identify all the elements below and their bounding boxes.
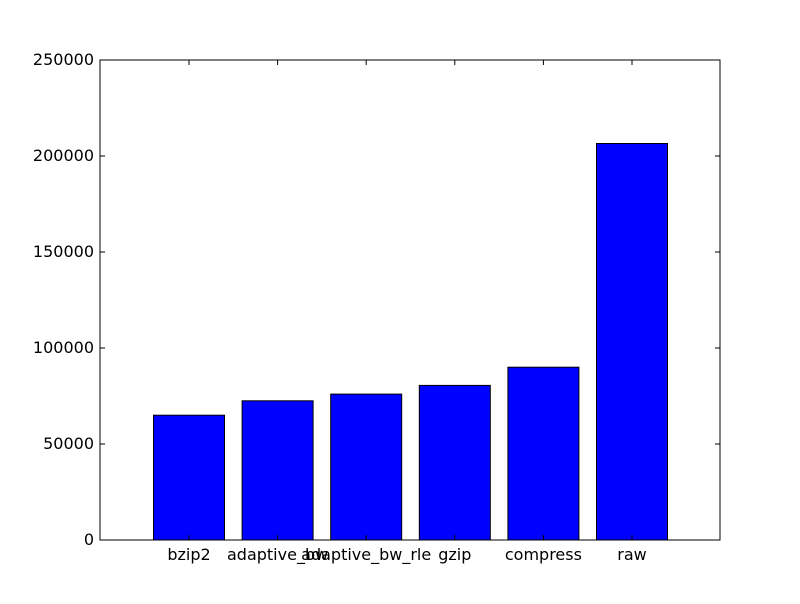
y-tick-label: 100000 <box>33 338 94 357</box>
bar-compress <box>507 366 580 541</box>
y-tick-label: 250000 <box>33 50 94 69</box>
bar-bzip2 <box>153 414 225 541</box>
axes-frame <box>99 59 721 541</box>
bars-group <box>153 143 668 541</box>
y-axis-ticks: 0 50000 100000 150000 200000 250000 <box>33 50 720 549</box>
x-tick-label: gzip <box>438 545 471 564</box>
bar-adaptive_bw <box>241 400 314 541</box>
bar-adaptive_bw_rle <box>330 393 403 541</box>
y-tick-label: 200000 <box>33 146 94 165</box>
y-tick-label: 0 <box>84 530 94 549</box>
x-tick-label: adaptive_bw_rle <box>301 545 431 565</box>
x-tick-label: raw <box>617 545 646 564</box>
y-tick-label: 150000 <box>33 242 94 261</box>
x-tick-label: compress <box>505 545 582 564</box>
y-tick-label: 50000 <box>43 434 94 453</box>
bar-raw <box>596 143 668 541</box>
x-tick-label: adaptive_bw <box>227 545 328 565</box>
bar-gzip <box>418 384 491 541</box>
x-tick-label: bzip2 <box>167 545 210 564</box>
